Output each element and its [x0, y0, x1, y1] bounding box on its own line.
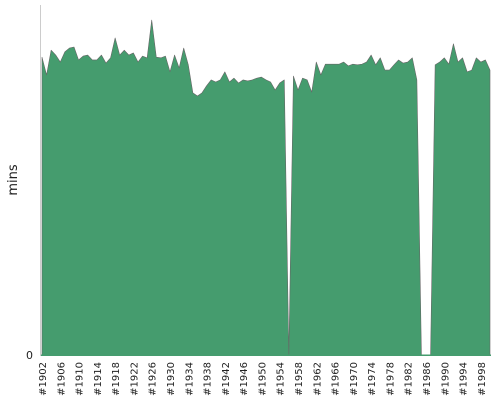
- x-tick-label: #1958: [294, 362, 305, 396]
- x-tick-label: #1902: [38, 362, 49, 396]
- x-tick-label: #1982: [404, 362, 415, 396]
- y-axis-label: mins: [6, 164, 21, 196]
- x-tick-label: #1966: [331, 362, 342, 396]
- area: [41, 19, 491, 356]
- x-tick-label: #1934: [184, 362, 195, 396]
- x-tick-label: #1946: [239, 362, 250, 396]
- x-tick-label: #1990: [440, 362, 451, 396]
- x-tick-label: #1978: [385, 362, 396, 396]
- x-tick-label: #1918: [111, 362, 122, 396]
- x-tick-label: #1998: [477, 362, 488, 396]
- x-tick-label: #1954: [276, 362, 287, 396]
- x-tick-label: #1974: [367, 362, 378, 396]
- x-tick-label: #1914: [93, 362, 104, 396]
- x-tick-label: #1962: [312, 362, 323, 396]
- x-tick-label: #1994: [459, 362, 470, 396]
- x-tick-label: #1922: [129, 362, 140, 396]
- x-tick-label: #1938: [203, 362, 214, 396]
- baseline-cover: [41, 354, 491, 356]
- x-tick-label: #1906: [56, 362, 67, 396]
- x-tick-label: #1970: [349, 362, 360, 396]
- x-tick-label: #1926: [148, 362, 159, 396]
- y-tick-label: 0: [26, 349, 33, 362]
- x-tick-label: #1942: [221, 362, 232, 396]
- x-tick-label: #1986: [422, 362, 433, 396]
- x-tick-label: #1930: [166, 362, 177, 396]
- x-tick-label: #1910: [75, 362, 86, 396]
- x-tick-label: #1950: [257, 362, 268, 396]
